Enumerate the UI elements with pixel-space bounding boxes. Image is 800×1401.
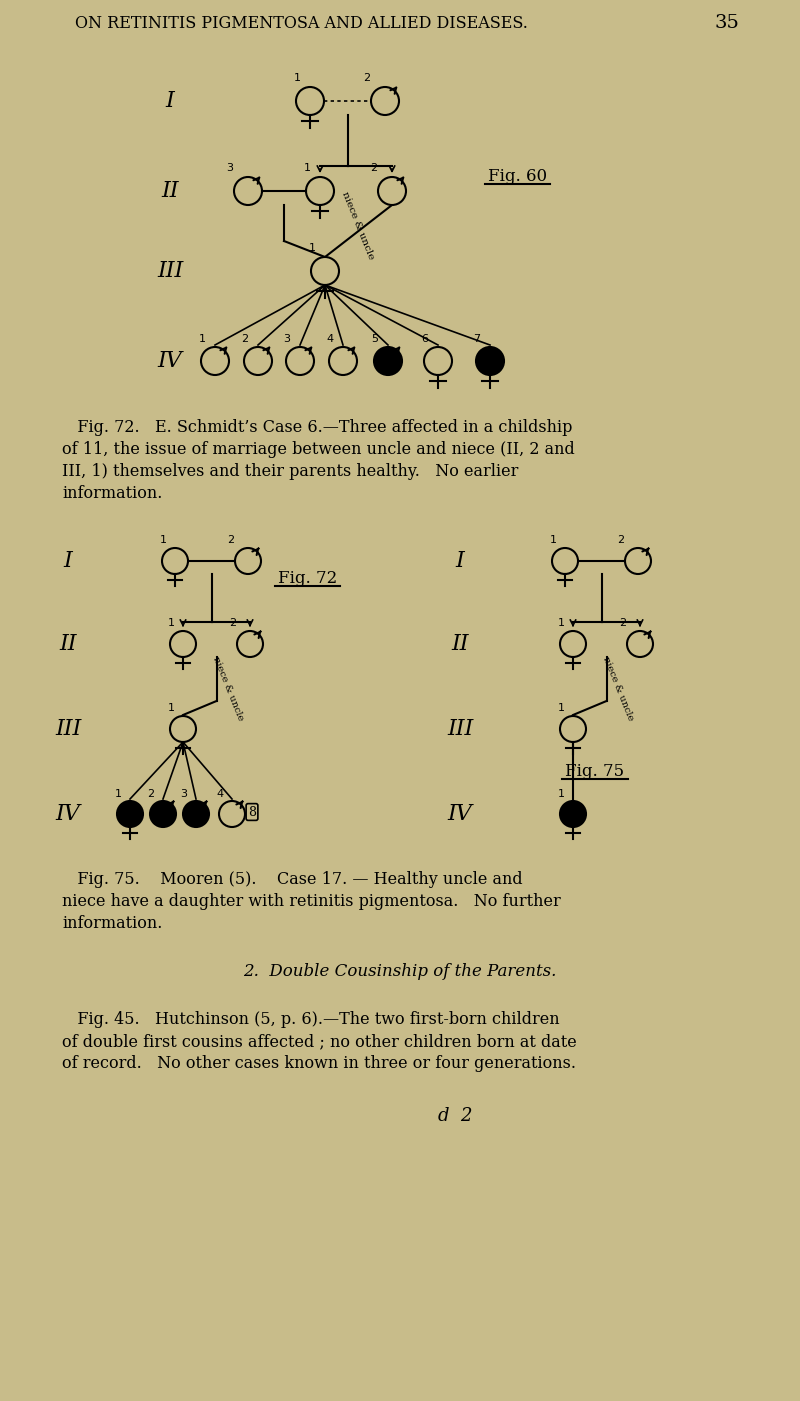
Text: 35: 35 — [715, 14, 740, 32]
Text: II: II — [59, 633, 77, 656]
Circle shape — [424, 347, 452, 375]
Text: 4: 4 — [326, 333, 334, 345]
Text: III: III — [447, 717, 473, 740]
Text: 1: 1 — [114, 789, 122, 799]
Text: Fig. 72: Fig. 72 — [278, 569, 338, 587]
Circle shape — [170, 716, 196, 743]
Text: niece & uncle: niece & uncle — [211, 656, 245, 723]
Text: II: II — [162, 179, 178, 202]
Circle shape — [560, 801, 586, 827]
Text: 1: 1 — [550, 535, 557, 545]
Text: 8: 8 — [248, 806, 256, 818]
Text: 2.  Double Cousinship of the Parents.: 2. Double Cousinship of the Parents. — [243, 962, 557, 979]
Circle shape — [378, 177, 406, 205]
Circle shape — [306, 177, 334, 205]
Text: 2: 2 — [147, 789, 154, 799]
Circle shape — [627, 630, 653, 657]
Circle shape — [311, 256, 339, 284]
Circle shape — [374, 347, 402, 375]
Text: of double first cousins affected ; no other children born at date: of double first cousins affected ; no ot… — [62, 1033, 577, 1049]
Text: I: I — [166, 90, 174, 112]
Text: 2: 2 — [227, 535, 234, 545]
Text: 2: 2 — [617, 535, 624, 545]
Circle shape — [286, 347, 314, 375]
Circle shape — [560, 716, 586, 743]
Text: 2: 2 — [370, 163, 377, 172]
Text: 6: 6 — [422, 333, 429, 345]
Text: I: I — [456, 551, 464, 572]
Text: 4: 4 — [217, 789, 223, 799]
Text: niece & uncle: niece & uncle — [340, 191, 376, 261]
Text: 1: 1 — [167, 703, 174, 713]
Circle shape — [170, 630, 196, 657]
Text: III, 1) themselves and their parents healthy.   No earlier: III, 1) themselves and their parents hea… — [62, 462, 518, 481]
Circle shape — [183, 801, 209, 827]
Circle shape — [201, 347, 229, 375]
Text: II: II — [451, 633, 469, 656]
Text: 3: 3 — [181, 789, 187, 799]
Text: 7: 7 — [474, 333, 481, 345]
Text: Fig. 72.   E. Schmidt’s Case 6.—Three affected in a childship: Fig. 72. E. Schmidt’s Case 6.—Three affe… — [62, 419, 572, 436]
Text: 1: 1 — [558, 618, 565, 628]
Text: 2: 2 — [229, 618, 236, 628]
Circle shape — [117, 801, 143, 827]
Text: 2: 2 — [619, 618, 626, 628]
Text: IV: IV — [447, 803, 473, 825]
Text: 1: 1 — [558, 703, 565, 713]
Circle shape — [560, 630, 586, 657]
Text: 3: 3 — [283, 333, 290, 345]
Circle shape — [234, 177, 262, 205]
Text: of 11, the issue of marriage between uncle and niece (II, 2 and: of 11, the issue of marriage between unc… — [62, 441, 574, 458]
Circle shape — [476, 347, 504, 375]
Text: niece have a daughter with retinitis pigmentosa.   No further: niece have a daughter with retinitis pig… — [62, 892, 561, 911]
Text: information.: information. — [62, 485, 162, 502]
Circle shape — [219, 801, 245, 827]
Text: 1: 1 — [198, 333, 206, 345]
Text: 1: 1 — [294, 73, 301, 83]
Circle shape — [371, 87, 399, 115]
Circle shape — [244, 347, 272, 375]
Text: 1: 1 — [558, 789, 565, 799]
Text: 2: 2 — [363, 73, 370, 83]
Text: Fig. 75: Fig. 75 — [565, 762, 624, 779]
Text: 5: 5 — [371, 333, 378, 345]
Text: Fig. 75.    Mooren (5).    Case 17. — Healthy uncle and: Fig. 75. Mooren (5). Case 17. — Healthy … — [62, 871, 522, 888]
Circle shape — [235, 548, 261, 574]
Text: 1: 1 — [159, 535, 166, 545]
Text: III: III — [55, 717, 81, 740]
Text: Fig. 45.   Hutchinson (5, p. 6).—The two first-born children: Fig. 45. Hutchinson (5, p. 6).—The two f… — [62, 1012, 560, 1028]
Circle shape — [625, 548, 651, 574]
Text: information.: information. — [62, 915, 162, 932]
Text: IV: IV — [158, 350, 182, 373]
Circle shape — [162, 548, 188, 574]
Text: niece & uncle: niece & uncle — [601, 656, 635, 723]
Circle shape — [329, 347, 357, 375]
Circle shape — [237, 630, 263, 657]
Text: IV: IV — [55, 803, 81, 825]
Text: I: I — [64, 551, 72, 572]
Text: 2: 2 — [242, 333, 249, 345]
Text: ON RETINITIS PIGMENTOSA AND ALLIED DISEASES.: ON RETINITIS PIGMENTOSA AND ALLIED DISEA… — [75, 14, 528, 31]
Text: Fig. 60: Fig. 60 — [488, 168, 547, 185]
Text: of record.   No other cases known in three or four generations.: of record. No other cases known in three… — [62, 1055, 576, 1072]
Text: 1: 1 — [309, 242, 315, 254]
Text: 1: 1 — [303, 163, 310, 172]
Circle shape — [296, 87, 324, 115]
Text: 1: 1 — [167, 618, 174, 628]
Circle shape — [150, 801, 176, 827]
Text: III: III — [157, 261, 183, 282]
Circle shape — [552, 548, 578, 574]
Text: 3: 3 — [226, 163, 233, 172]
Text: d  2: d 2 — [438, 1107, 472, 1125]
